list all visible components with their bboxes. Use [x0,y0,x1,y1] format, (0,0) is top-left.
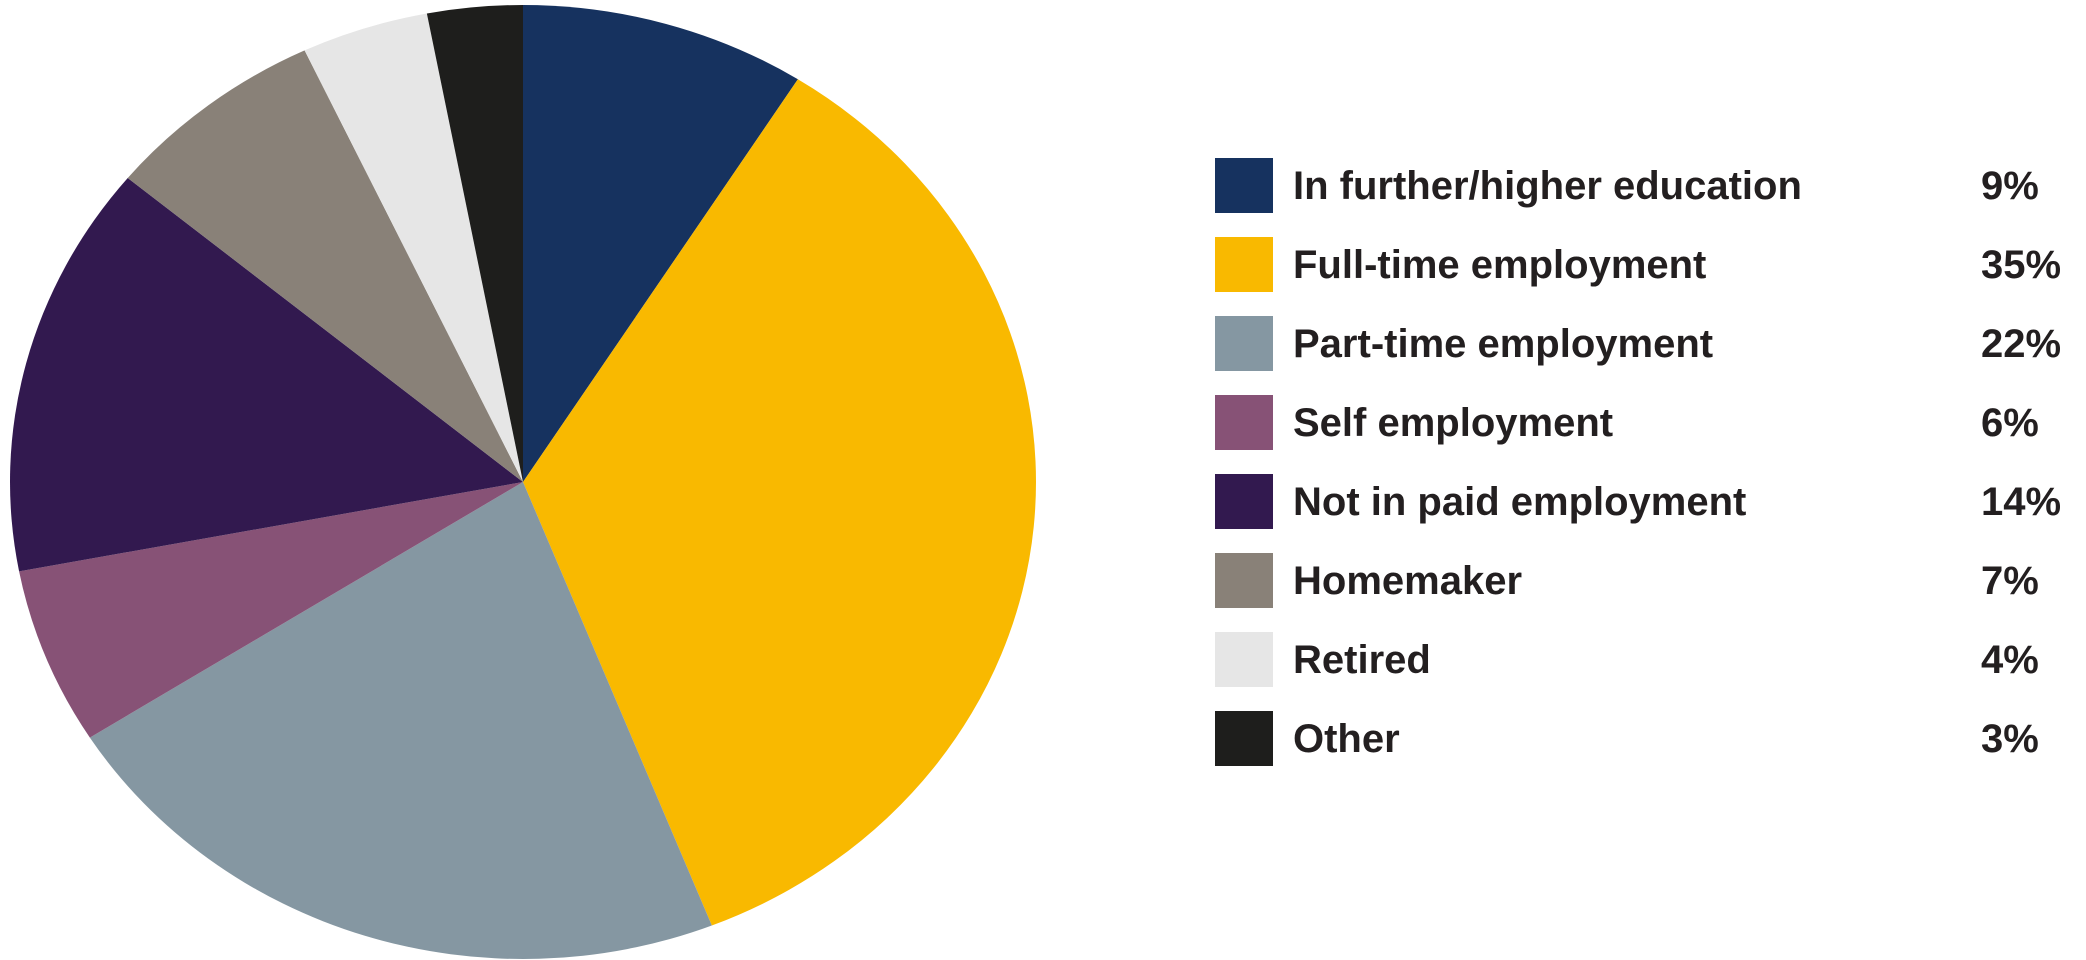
legend-swatch [1215,237,1273,292]
pie-slice-5 [10,177,523,572]
legend-value: 9% [1981,164,2039,208]
pie-slice-7 [304,13,523,482]
legend-swatch [1215,395,1273,450]
legend-swatch [1215,474,1273,529]
legend-swatch [1215,711,1273,766]
pie-slice-4 [19,482,524,738]
legend-label: Not in paid employment [1293,480,1747,524]
legend-value: 35% [1981,243,2062,287]
chart-legend: In further/higher education 9% Full-time e… [1215,156,2075,788]
legend-item: Self employment 6% [1215,393,2075,472]
legend-swatch [1215,158,1273,213]
legend-label: Full-time employment [1293,243,1707,287]
legend-item: Not in paid employment 14% [1215,472,2075,551]
legend-value: 22% [1981,322,2062,366]
legend-item: Other 3% [1215,709,2075,788]
legend-item: Part-time employment 22% [1215,314,2075,393]
pie-slice-6 [127,50,523,483]
pie-slice-3 [89,482,712,959]
pie-slice-8 [426,5,523,482]
legend-value: 4% [1981,638,2039,682]
legend-item: Full-time employment 35% [1215,235,2075,314]
legend-swatch [1215,316,1273,371]
legend-value: 7% [1981,559,2039,603]
legend-label: Other [1293,717,1400,761]
legend-swatch [1215,553,1273,608]
legend-value: 6% [1981,401,2039,445]
pie-chart [10,5,1036,959]
legend-label: Retired [1293,638,1431,682]
legend-item: Homemaker 7% [1215,551,2075,630]
legend-value: 3% [1981,717,2039,761]
pie-slice-2 [523,79,1036,926]
legend-value: 14% [1981,480,2062,524]
legend-label: In further/higher education [1293,164,1802,208]
legend-item: In further/higher education 9% [1215,156,2075,235]
legend-item: Retired 4% [1215,630,2075,709]
legend-label: Part-time employment [1293,322,1714,366]
pie-slice-1 [523,5,798,482]
legend-label: Self employment [1293,401,1614,445]
legend-swatch [1215,632,1273,687]
legend-label: Homemaker [1293,559,1523,603]
